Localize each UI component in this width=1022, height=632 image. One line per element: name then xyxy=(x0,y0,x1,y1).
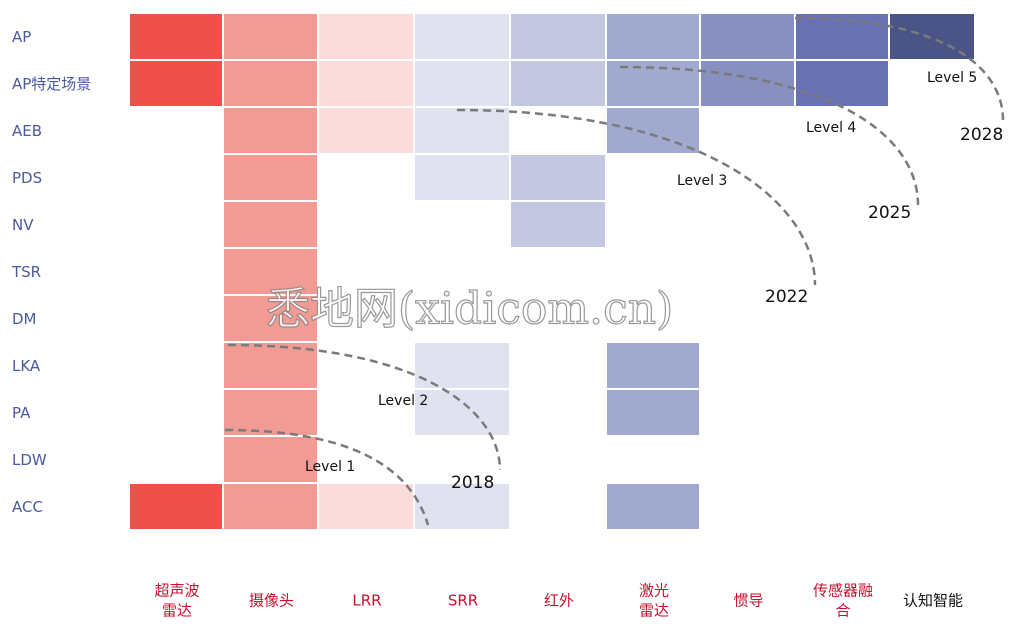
cell xyxy=(415,108,509,153)
cell xyxy=(511,202,605,247)
cell xyxy=(224,296,317,341)
cell xyxy=(224,343,317,388)
level-label: Level 5 xyxy=(927,70,977,86)
watermark: 悉地网(xidicom.cn) xyxy=(266,284,673,335)
column-label: 惯导 xyxy=(733,592,763,610)
cell xyxy=(607,390,699,435)
level-label: Level 2 xyxy=(378,393,428,409)
column-label: 摄像头 xyxy=(249,592,294,610)
column-label: 激光 xyxy=(639,582,669,600)
cell xyxy=(511,14,605,59)
column-label: SRR xyxy=(448,592,478,610)
column-label: 雷达 xyxy=(639,602,669,620)
year-label: 2018 xyxy=(451,473,494,493)
level-label: Level 3 xyxy=(677,173,727,189)
cell xyxy=(796,14,888,59)
cell xyxy=(415,155,509,200)
row-label: ACC xyxy=(12,498,43,516)
cell xyxy=(224,108,317,153)
level-curve xyxy=(227,343,502,471)
cell xyxy=(319,14,413,59)
level-label: Level 4 xyxy=(806,120,856,136)
cell xyxy=(224,437,317,482)
cell xyxy=(607,14,699,59)
cell xyxy=(224,249,317,294)
cell xyxy=(701,14,794,59)
cell xyxy=(607,343,699,388)
cell-grid xyxy=(130,14,974,529)
cell xyxy=(130,61,222,106)
cell xyxy=(319,108,413,153)
year-label: 2028 xyxy=(960,125,1003,145)
cell xyxy=(319,61,413,106)
year-label: 2025 xyxy=(868,203,911,223)
cell xyxy=(415,484,509,529)
level-curve xyxy=(619,65,920,206)
cell xyxy=(415,14,509,59)
level-label: Level 1 xyxy=(305,459,355,475)
cell xyxy=(224,484,317,529)
cell xyxy=(796,61,888,106)
level-curve xyxy=(456,108,817,286)
cell xyxy=(224,390,317,435)
level-curve xyxy=(794,16,1005,121)
row-label: LKA xyxy=(12,357,41,375)
cell xyxy=(224,61,317,106)
column-label: 超声波 xyxy=(154,582,199,600)
cell xyxy=(511,61,605,106)
row-label: DM xyxy=(12,310,37,328)
cell xyxy=(224,14,317,59)
row-label: TSR xyxy=(11,263,41,281)
row-label: AEB xyxy=(12,122,42,140)
cell xyxy=(224,155,317,200)
cell xyxy=(130,484,222,529)
row-label: PDS xyxy=(12,169,42,187)
cell xyxy=(319,484,413,529)
column-label: 红外 xyxy=(544,592,574,610)
cell xyxy=(607,108,699,153)
cell xyxy=(130,14,222,59)
row-label: AP特定场景 xyxy=(12,75,91,93)
row-label: LDW xyxy=(12,451,47,469)
cell xyxy=(511,155,605,200)
column-label: 认知智能 xyxy=(903,592,963,610)
row-label: PA xyxy=(12,404,31,422)
cell xyxy=(224,202,317,247)
column-label: 传感器融 xyxy=(813,582,873,600)
row-label: AP xyxy=(12,28,31,46)
cell xyxy=(607,484,699,529)
cell xyxy=(415,343,509,388)
column-label: LRR xyxy=(352,592,381,610)
row-label: NV xyxy=(12,216,34,234)
cell xyxy=(415,61,509,106)
cell xyxy=(415,390,509,435)
year-label: 2022 xyxy=(765,287,808,307)
level-curve xyxy=(224,428,430,526)
column-label: 合 xyxy=(835,602,850,620)
column-label: 雷达 xyxy=(162,602,192,620)
